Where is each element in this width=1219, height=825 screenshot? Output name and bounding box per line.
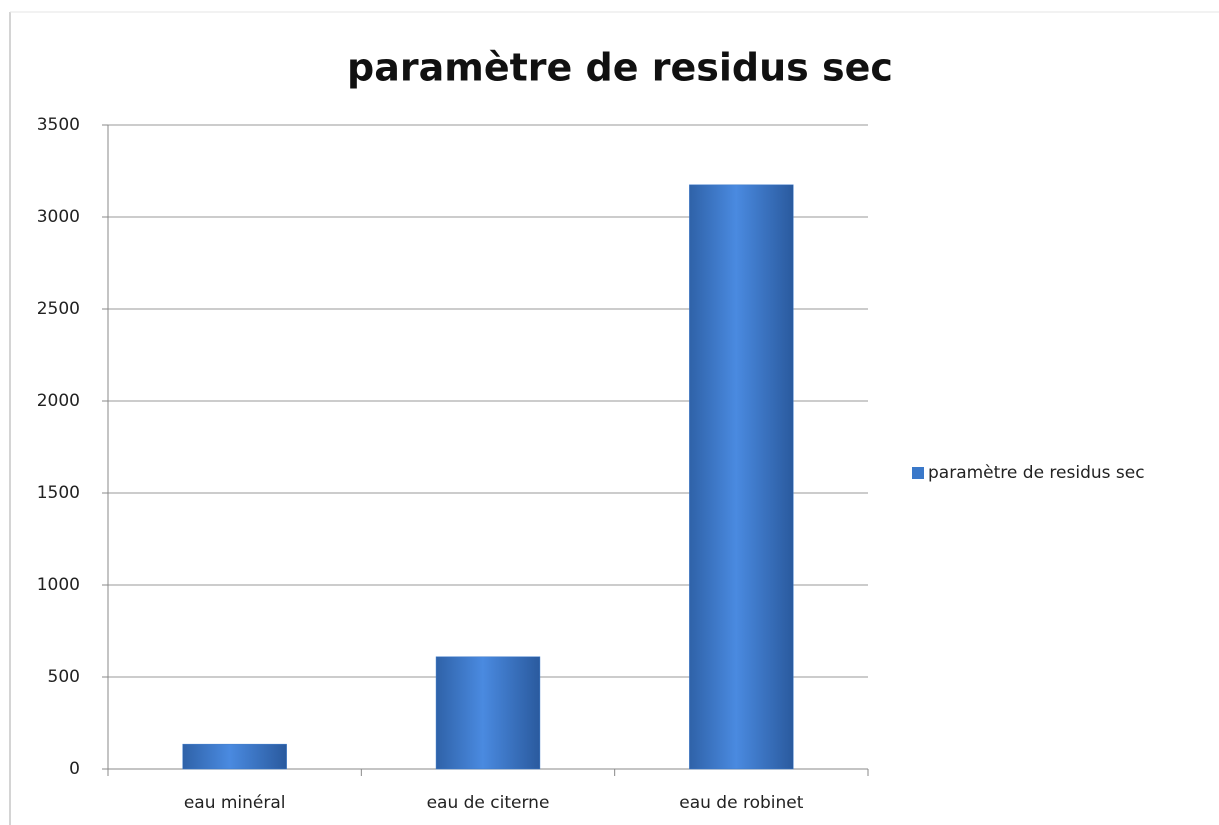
y-tick-label: 500 <box>48 667 80 687</box>
bar <box>182 743 287 770</box>
y-tick-label: 2000 <box>37 391 80 411</box>
bar <box>689 184 794 770</box>
bar <box>435 656 541 770</box>
x-tick-label: eau de citerne <box>427 793 550 813</box>
y-tick-label: 0 <box>69 759 80 779</box>
y-tick-label: 3500 <box>37 115 80 135</box>
y-tick-label: 1500 <box>37 483 80 503</box>
y-tick-label: 1000 <box>37 575 80 595</box>
x-tick-label: eau minéral <box>184 793 286 813</box>
y-tick-label: 3000 <box>37 207 80 227</box>
legend-label: paramètre de residus sec <box>928 463 1145 483</box>
x-tick-label: eau de robinet <box>679 793 803 813</box>
chart-title: paramètre de residus sec <box>347 46 893 90</box>
legend-swatch <box>912 467 924 479</box>
y-tick-label: 2500 <box>37 299 80 319</box>
